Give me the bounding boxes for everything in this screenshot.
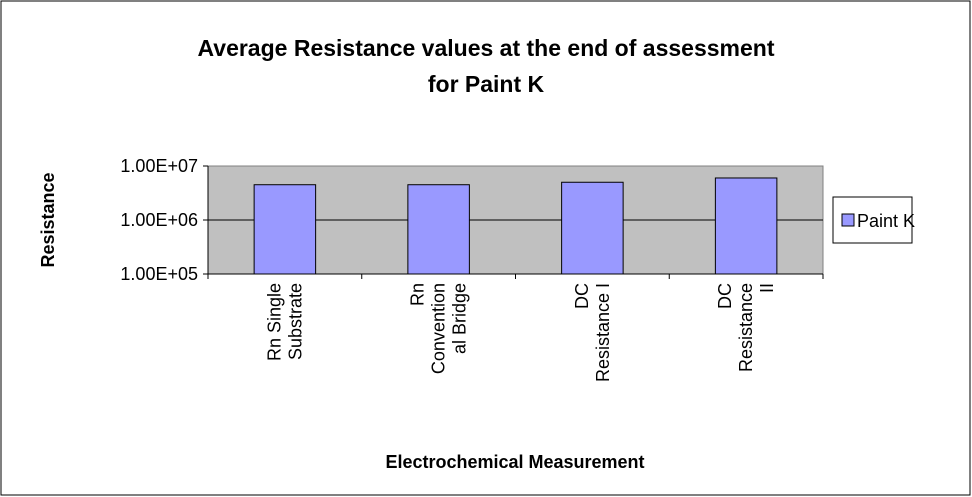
bar: [253, 184, 317, 275]
x-tick-label: DCResistanceII: [715, 283, 777, 372]
x-tick-label: DCResistance I: [572, 283, 613, 382]
legend-swatch: [841, 213, 855, 227]
y-tick-label: 1.00E+06: [120, 210, 198, 230]
y-axis-label: Resistance: [38, 172, 58, 267]
bar: [561, 181, 624, 275]
y-tick-label: 1.00E+05: [120, 264, 198, 284]
bar: [714, 177, 778, 275]
x-tick-label: RnConventional Bridge: [408, 283, 470, 374]
x-axis-label: Electrochemical Measurement: [385, 452, 644, 472]
x-tick-label: Rn SingleSubstrate: [264, 283, 305, 361]
legend-label: Paint K: [857, 211, 915, 231]
y-tick-label: 1.00E+07: [120, 156, 198, 176]
chart-title: Average Resistance values at the end of …: [198, 35, 775, 97]
bar: [407, 184, 470, 275]
